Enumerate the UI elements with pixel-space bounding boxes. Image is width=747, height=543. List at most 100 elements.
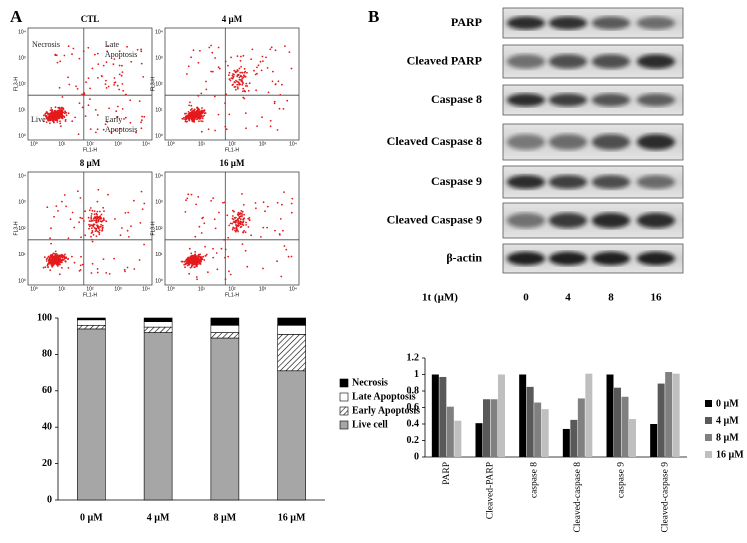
cell-dot <box>228 74 230 77</box>
x-tick-label: 10⁴ <box>289 141 297 147</box>
blot-band <box>507 251 545 266</box>
legend-label: 0 µM <box>716 398 739 409</box>
cell-dot <box>63 194 66 196</box>
y-tick-label: 10² <box>18 226 26 232</box>
cell-dot <box>90 272 93 274</box>
cell-dot <box>190 193 193 196</box>
cell-dot <box>46 116 49 119</box>
cell-dot <box>190 259 193 262</box>
bar-segment <box>143 317 173 322</box>
bar-segment <box>210 332 240 339</box>
cell-dot <box>187 193 190 196</box>
x-tick-label: 10¹ <box>198 141 206 147</box>
cell-dot <box>241 80 244 82</box>
cell-dot <box>281 83 283 86</box>
cell-dot <box>71 120 74 123</box>
bar-segment <box>143 321 173 328</box>
cell-dot <box>47 266 50 268</box>
cell-dot <box>93 210 96 213</box>
cell-dot <box>245 221 247 224</box>
cell-dot <box>118 88 120 91</box>
cell-dot <box>234 227 236 230</box>
cell-dot <box>95 131 97 134</box>
bar-segment <box>277 317 306 326</box>
cell-dot <box>135 131 137 134</box>
cell-dot <box>121 108 124 110</box>
cell-dot <box>276 129 279 131</box>
cell-dot <box>228 78 231 80</box>
cell-dot <box>77 190 79 193</box>
cell-dot <box>199 49 201 52</box>
cell-dot <box>49 109 52 112</box>
cell-dot <box>81 93 83 96</box>
cell-dot <box>242 204 245 206</box>
plot-frame <box>27 171 153 286</box>
cell-dot <box>67 257 70 260</box>
cell-dot <box>67 112 70 115</box>
cell-dot <box>211 70 214 73</box>
cell-dot <box>233 86 236 88</box>
cell-dot <box>49 114 51 117</box>
cell-dot <box>205 80 207 83</box>
blot-label: Cleaved PARP <box>407 53 482 67</box>
cell-dot <box>243 74 245 77</box>
blot-band <box>637 16 675 30</box>
cell-dot <box>96 114 99 116</box>
cell-dot <box>53 215 55 218</box>
bar <box>650 424 658 457</box>
cell-dot <box>79 197 82 199</box>
cell-dot <box>76 88 79 90</box>
cell-dot <box>197 253 200 256</box>
cell-dot <box>140 50 143 53</box>
cell-dot <box>238 67 241 70</box>
cell-dot <box>224 248 227 251</box>
cell-dot <box>188 272 191 275</box>
cell-dot <box>98 229 101 232</box>
cell-dot <box>90 213 93 215</box>
cell-dot <box>51 255 54 258</box>
y-tick-label: 10⁰ <box>18 278 26 284</box>
cell-dot <box>83 93 86 96</box>
cell-dot <box>236 86 239 88</box>
cell-dot <box>143 243 146 246</box>
cell-dot <box>100 213 103 216</box>
bar <box>475 423 483 457</box>
cell-dot <box>95 228 97 231</box>
cell-dot <box>64 118 67 121</box>
cell-dot <box>91 262 94 265</box>
blot-band <box>507 174 545 190</box>
cell-dot <box>225 93 228 96</box>
cell-dot <box>100 220 103 223</box>
cell-dot <box>81 217 83 220</box>
cell-dot <box>81 106 84 109</box>
cell-dot <box>269 125 272 128</box>
bar-segment <box>210 317 240 326</box>
cell-dot <box>121 227 123 229</box>
cell-dot <box>201 112 204 114</box>
cell-dot <box>87 46 90 49</box>
cell-dot <box>269 48 272 51</box>
cell-dot <box>228 113 231 116</box>
cell-dot <box>92 234 95 236</box>
cell-dot <box>251 48 254 51</box>
cell-dot <box>235 79 237 82</box>
cell-dot <box>90 235 92 238</box>
x-tick-label: PARP <box>442 462 452 485</box>
cell-dot <box>191 257 194 260</box>
quadrant-label-line: Apoptosis <box>105 50 137 59</box>
cell-dot <box>45 260 48 262</box>
cell-dot <box>202 115 204 118</box>
plot-title: 4 µM <box>222 14 243 24</box>
cell-dot <box>78 270 81 272</box>
cell-dot <box>47 119 50 121</box>
cell-dot <box>130 225 132 228</box>
bar <box>570 419 578 457</box>
cell-dot <box>185 118 188 121</box>
cell-dot <box>51 114 53 116</box>
cell-dot <box>102 217 105 220</box>
cell-dot <box>61 96 64 98</box>
cell-dot <box>88 209 91 212</box>
x-tick-label: 10¹ <box>198 286 206 292</box>
cell-dot <box>262 267 264 270</box>
